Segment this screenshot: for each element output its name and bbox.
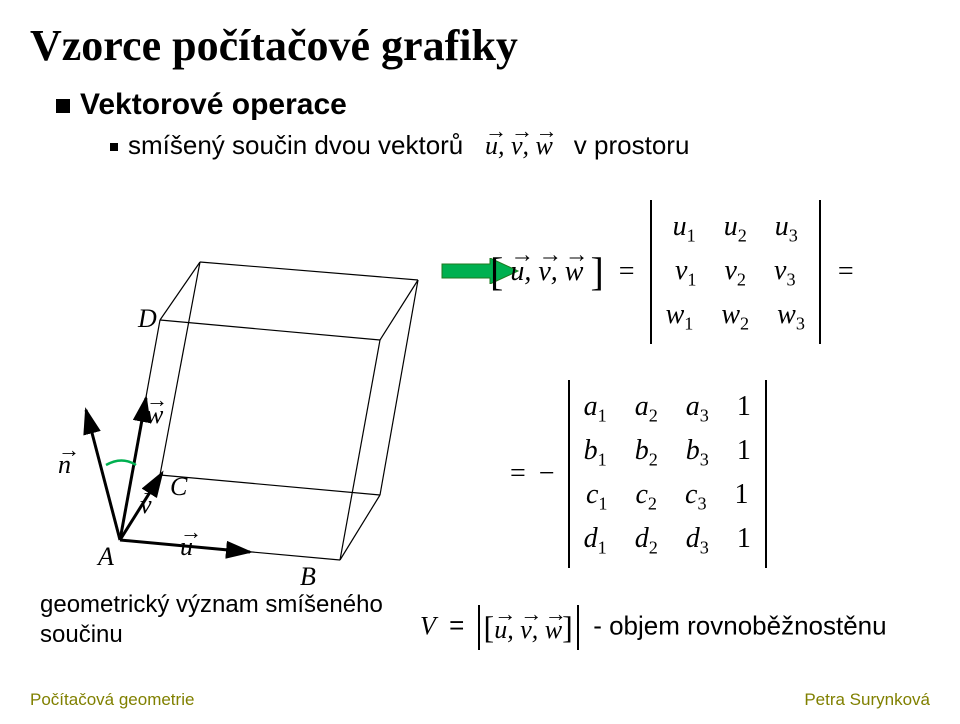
subheading-vectors: →u, →v, →w bbox=[485, 131, 559, 160]
formula-triple-product-det3: [ →u, →v, →w ] = u1u2u3 v1v2v3 w1w2w3 = bbox=[490, 200, 930, 344]
label-vec-v: →v bbox=[140, 490, 152, 520]
subheading-prefix: smíšený součin dvou vektorů bbox=[128, 130, 463, 160]
formula-det4: = − a1a2a31 b1b2b31 c1c2c31 d1d2d31 bbox=[510, 380, 930, 568]
subheading-suffix: v prostoru bbox=[574, 130, 690, 160]
determinant-4x4: a1a2a31 b1b2b31 c1c2c31 d1d2d31 bbox=[568, 380, 767, 568]
label-vec-u: →u bbox=[180, 532, 193, 562]
footer-left: Počítačová geometrie bbox=[30, 690, 194, 710]
section-heading: Vektorové operace bbox=[56, 88, 347, 122]
page-title: Vzorce počítačové grafiky bbox=[30, 20, 518, 71]
diagram-svg bbox=[40, 260, 420, 580]
label-D: D bbox=[138, 304, 157, 334]
label-vec-n: →n bbox=[58, 450, 71, 480]
footer-right: Petra Surynková bbox=[804, 690, 930, 710]
bullet-small-icon bbox=[110, 143, 118, 151]
label-A: A bbox=[98, 542, 114, 572]
label-B: B bbox=[300, 562, 316, 592]
formula-volume-desc: - objem rovnoběžnostěnu bbox=[593, 610, 886, 640]
diagram-caption: geometrický význam smíšeného součinu bbox=[40, 590, 460, 650]
formula-volume: V = [→u, →v, →w] - objem rovnoběžnostěnu bbox=[420, 605, 887, 650]
label-C: C bbox=[170, 472, 187, 502]
label-vec-w: →w bbox=[146, 400, 163, 430]
bullet-square-icon bbox=[56, 99, 70, 113]
determinant-3x3: u1u2u3 v1v2v3 w1w2w3 bbox=[650, 200, 821, 344]
diagram-parallelepiped: A B C D →u →v →w →n bbox=[40, 260, 420, 580]
subheading: smíšený součin dvou vektorů →u, →v, →w v… bbox=[110, 130, 689, 161]
section-heading-text: Vektorové operace bbox=[80, 88, 347, 121]
slide: Vzorce počítačové grafiky Vektorové oper… bbox=[0, 0, 960, 724]
